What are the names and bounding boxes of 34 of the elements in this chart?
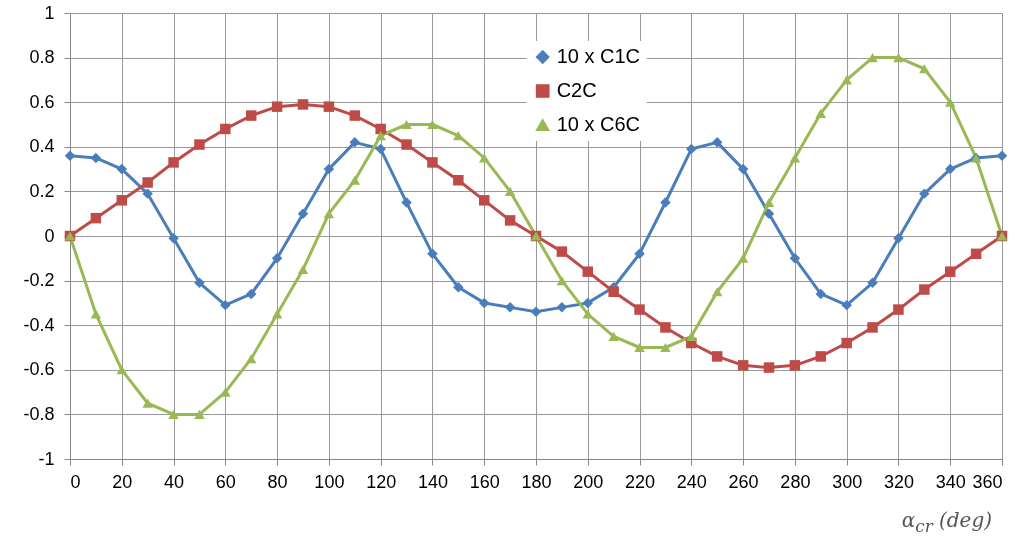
x-tick-label: 160 <box>469 471 500 492</box>
y-tick-label: 1 <box>44 2 55 23</box>
x-tick-label: 120 <box>366 471 397 492</box>
legend-label: C2C <box>556 79 597 101</box>
x-tick-label: 100 <box>314 471 345 492</box>
x-tick-label: 260 <box>728 471 759 492</box>
x-tick-label: 20 <box>112 471 133 492</box>
y-tick-label: 0 <box>44 225 55 246</box>
x-tick-label: 40 <box>164 471 185 492</box>
legend-label: 10 x C1C <box>556 45 641 67</box>
x-tick-label: 140 <box>417 471 448 492</box>
y-tick-label: -1 <box>38 448 55 469</box>
x-tick-label: 0 <box>70 471 81 492</box>
x-tick-label: 180 <box>521 471 552 492</box>
x-tick-label: 220 <box>625 471 656 492</box>
y-tick-label: -0.4 <box>23 314 55 335</box>
x-tick-label: 320 <box>883 471 914 492</box>
x-tick-label: 60 <box>215 471 236 492</box>
x-axis-title: α$_{cr}$ (deg) <box>901 508 992 536</box>
y-tick-label: 0.2 <box>29 180 55 201</box>
y-tick-label: -0.8 <box>23 403 55 424</box>
x-tick-label: 280 <box>780 471 811 492</box>
y-tick-label: -0.2 <box>23 270 55 291</box>
x-tick-label: 300 <box>832 471 863 492</box>
x-tick-label: 240 <box>676 471 707 492</box>
legend-label: 10 x C6C <box>556 113 641 135</box>
x-tick-label: 340 <box>935 471 966 492</box>
y-tick-label: 0.4 <box>29 136 55 157</box>
y-tick-label: -0.6 <box>23 359 55 380</box>
y-tick-label: 0.8 <box>29 47 55 68</box>
x-tick-label: 200 <box>573 471 604 492</box>
x-tick-label: 80 <box>267 471 288 492</box>
x-tick-label: 360 <box>972 471 1003 492</box>
y-tick-label: 0.6 <box>29 91 55 112</box>
